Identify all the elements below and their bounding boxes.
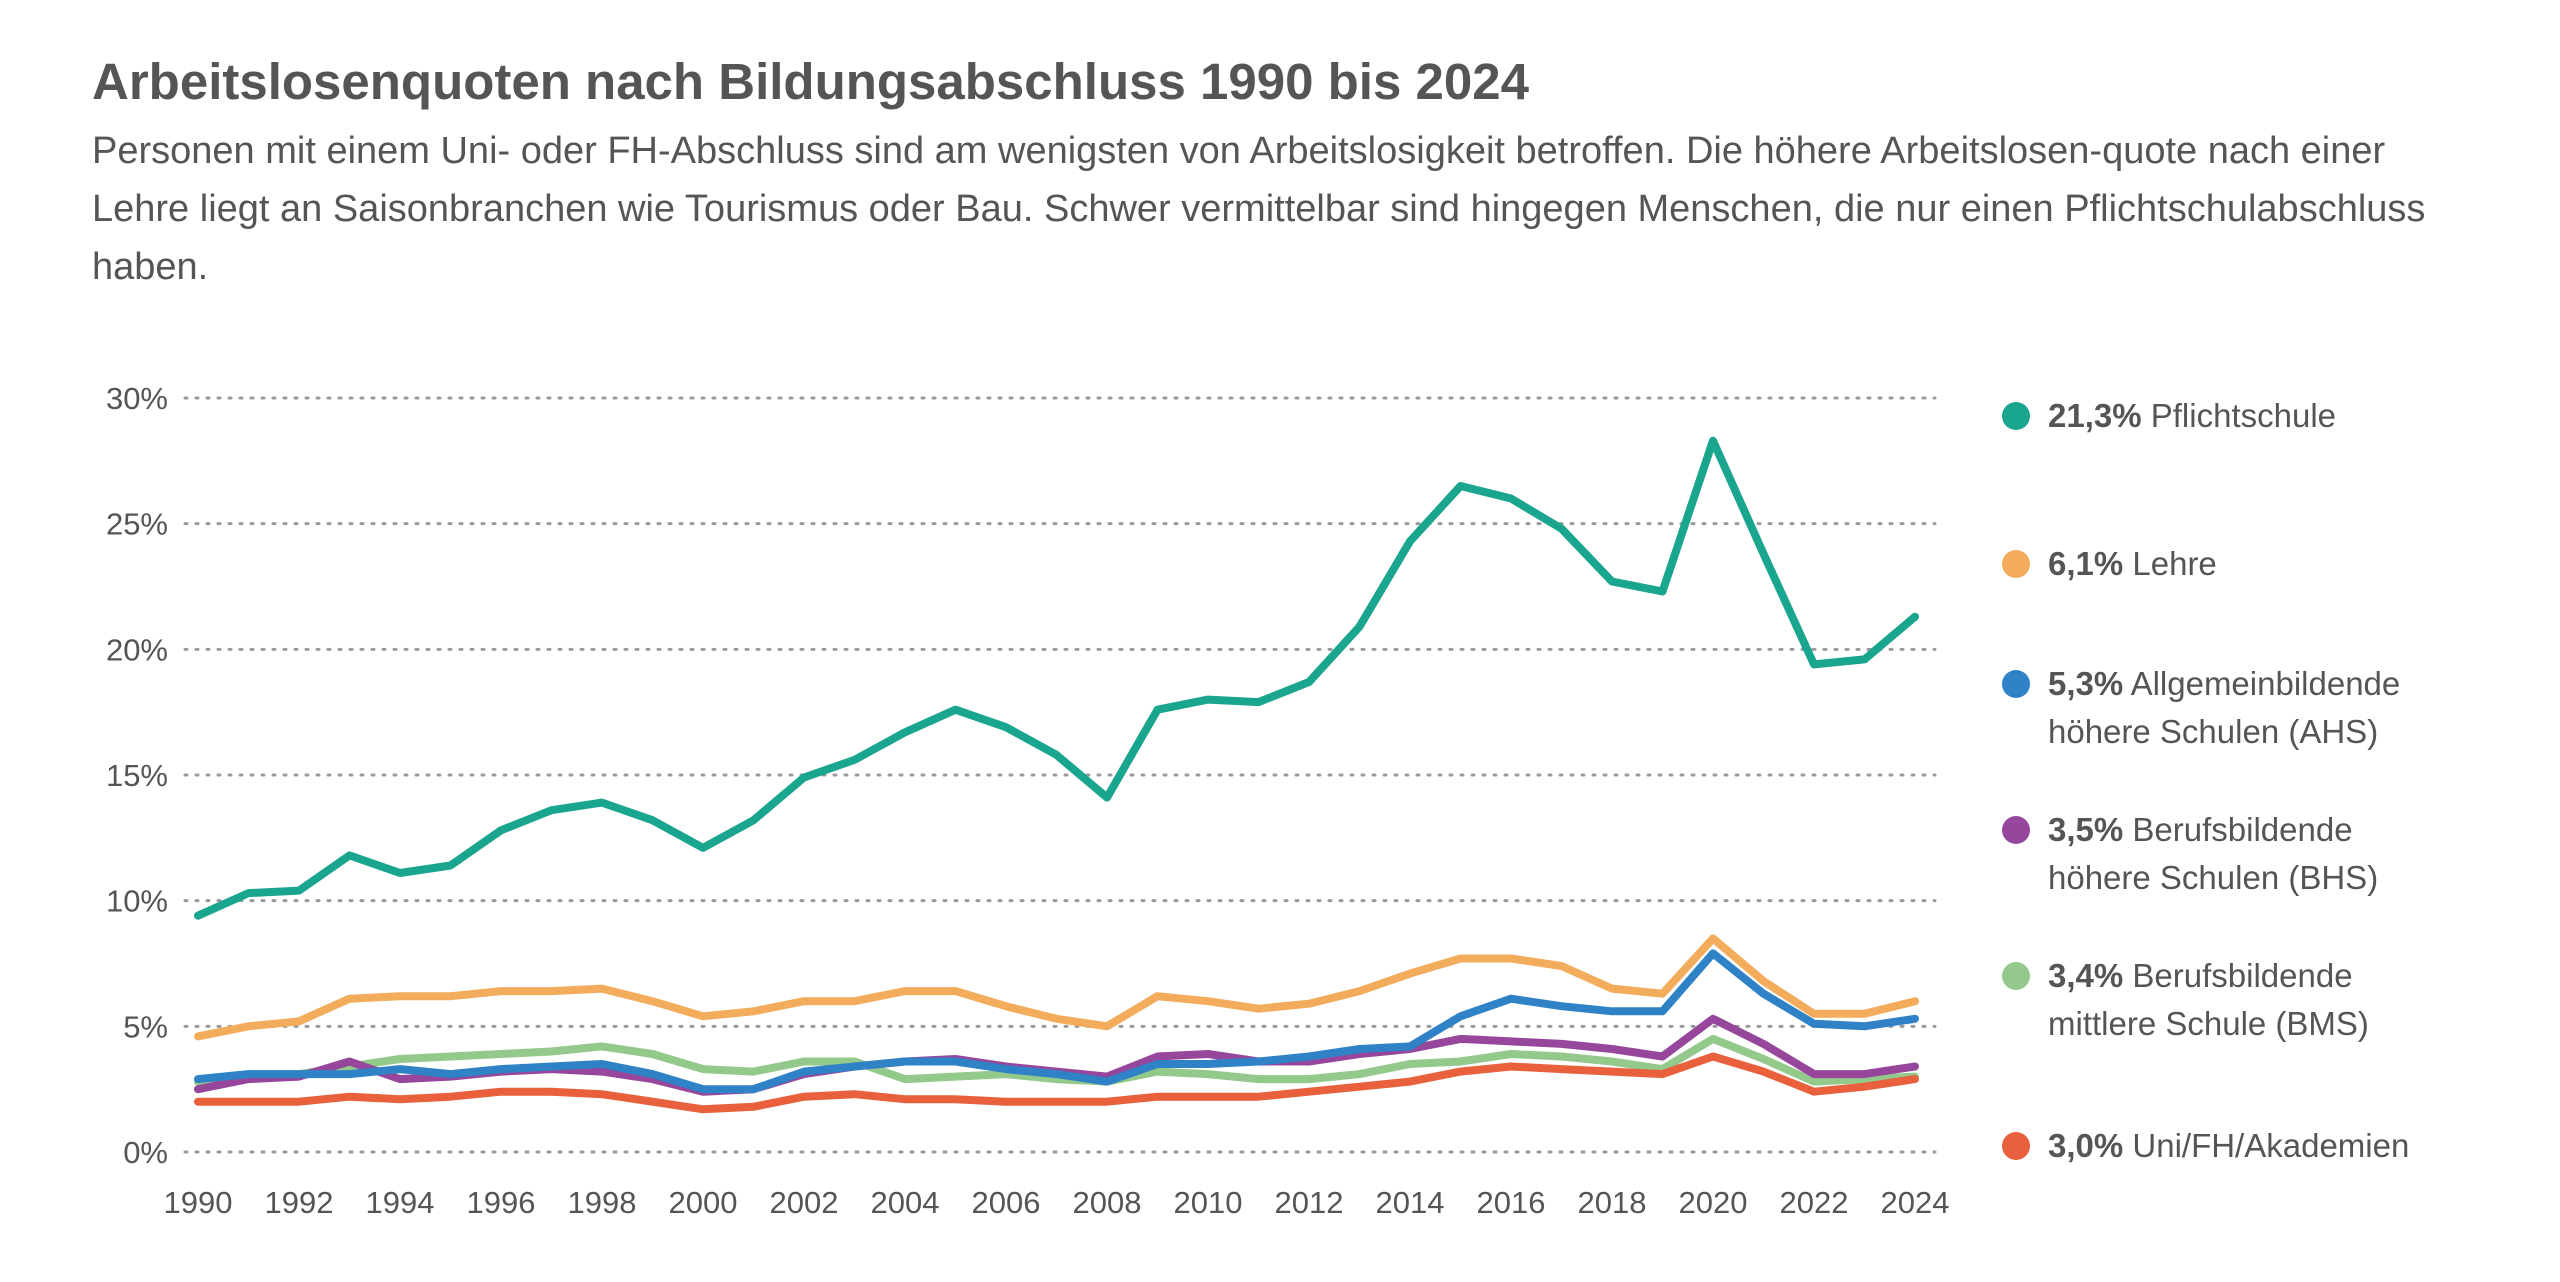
legend-value: 3,0% bbox=[2048, 1127, 2124, 1164]
legend-text: 3,0% Uni/FH/Akademien bbox=[2048, 1122, 2409, 1170]
legend-text: 3,5% Berufsbildende höhere Schulen (BHS) bbox=[2048, 806, 2378, 902]
legend-dot-icon bbox=[2002, 816, 2030, 844]
x-tick-label: 1992 bbox=[265, 1185, 334, 1220]
x-tick-label: 2020 bbox=[1679, 1185, 1748, 1220]
x-tick-label: 1994 bbox=[366, 1185, 435, 1220]
x-tick-label: 2022 bbox=[1780, 1185, 1849, 1220]
chart-subtitle: Personen mit einem Uni- oder FH-Abschlus… bbox=[92, 130, 2426, 288]
legend-first-line: 3,5% Berufsbildende bbox=[2048, 806, 2378, 854]
legend-series-name: Lehre bbox=[2123, 545, 2217, 582]
legend-series-name-cont: mittlere Schule (BMS) bbox=[2048, 1005, 2369, 1042]
y-tick-label: 25% bbox=[106, 507, 168, 542]
y-tick-label: 0% bbox=[123, 1135, 168, 1170]
y-tick-label: 30% bbox=[106, 381, 168, 416]
x-tick-label: 2000 bbox=[669, 1185, 738, 1220]
series-line-4 bbox=[194, 1034, 1919, 1086]
x-tick-label: 1990 bbox=[164, 1185, 233, 1220]
y-axis: 0% 5% 10% 15% 20% 25% 30% bbox=[106, 381, 168, 1170]
x-tick-label: 2018 bbox=[1578, 1185, 1647, 1220]
legend-series-name: Berufsbildende bbox=[2123, 957, 2353, 994]
legend-first-line: 6,1% Lehre bbox=[2048, 540, 2217, 588]
x-tick-label: 2016 bbox=[1477, 1185, 1546, 1220]
legend-first-line: 3,0% Uni/FH/Akademien bbox=[2048, 1122, 2409, 1170]
legend-series-name: Berufsbildende bbox=[2123, 811, 2353, 848]
legend-first-line: 5,3% Allgemeinbildende bbox=[2048, 660, 2400, 708]
legend-series-name: Allgemeinbildende bbox=[2123, 665, 2401, 702]
legend-value: 6,1% bbox=[2048, 545, 2124, 582]
legend-dot-icon bbox=[2002, 402, 2030, 430]
legend-series-name: Pflichtschule bbox=[2141, 397, 2337, 434]
gridlines bbox=[183, 396, 1937, 1154]
x-tick-label: 2002 bbox=[770, 1185, 839, 1220]
legend-text: 21,3% Pflichtschule bbox=[2048, 392, 2336, 440]
y-tick-label: 20% bbox=[106, 632, 168, 667]
legend-value: 5,3% bbox=[2048, 665, 2124, 702]
legend-series-name: Uni/FH/Akademien bbox=[2123, 1127, 2410, 1164]
x-tick-label: 2004 bbox=[871, 1185, 940, 1220]
series-lines bbox=[194, 436, 1919, 1114]
x-tick-label: 2024 bbox=[1881, 1185, 1950, 1220]
legend-dot-icon bbox=[2002, 670, 2030, 698]
legend-dot-icon bbox=[2002, 550, 2030, 578]
series-line-0 bbox=[194, 436, 1919, 920]
legend-first-line: 21,3% Pflichtschule bbox=[2048, 392, 2336, 440]
y-tick-label: 5% bbox=[123, 1009, 168, 1044]
x-tick-label: 2010 bbox=[1174, 1185, 1243, 1220]
legend-series-name-cont: höhere Schulen (AHS) bbox=[2048, 713, 2379, 750]
legend-series-name-cont: höhere Schulen (BHS) bbox=[2048, 859, 2379, 896]
chart-title: Arbeitslosenquoten nach Bildungsabschlus… bbox=[92, 53, 1529, 110]
legend-dot-icon bbox=[2002, 1132, 2030, 1160]
legend-text: 3,4% Berufsbildende mittlere Schule (BMS) bbox=[2048, 952, 2369, 1048]
legend-dot-icon bbox=[2002, 962, 2030, 990]
series-line-2 bbox=[194, 949, 1919, 1094]
series-line-1 bbox=[194, 934, 1919, 1041]
y-tick-label: 15% bbox=[106, 758, 168, 793]
legend-text: 5,3% Allgemeinbildende höhere Schulen (AH… bbox=[2048, 660, 2400, 756]
x-tick-label: 2012 bbox=[1275, 1185, 1344, 1220]
x-axis: 1990 1992 1994 1996 1998 2000 2002 2004 2006 2008… bbox=[164, 1185, 1950, 1220]
series-line-5 bbox=[194, 1052, 1919, 1114]
y-tick-label: 10% bbox=[106, 884, 168, 919]
legend-value: 3,4% bbox=[2048, 957, 2124, 994]
legend-value: 21,3% bbox=[2048, 397, 2142, 434]
legend-value: 3,5% bbox=[2048, 811, 2124, 848]
legend-first-line: 3,4% Berufsbildende bbox=[2048, 952, 2369, 1000]
x-tick-label: 2008 bbox=[1073, 1185, 1142, 1220]
x-tick-label: 2014 bbox=[1376, 1185, 1445, 1220]
legend-text: 6,1% Lehre bbox=[2048, 540, 2217, 588]
x-tick-label: 2006 bbox=[972, 1185, 1041, 1220]
x-tick-label: 1998 bbox=[568, 1185, 637, 1220]
x-tick-label: 1996 bbox=[467, 1185, 536, 1220]
